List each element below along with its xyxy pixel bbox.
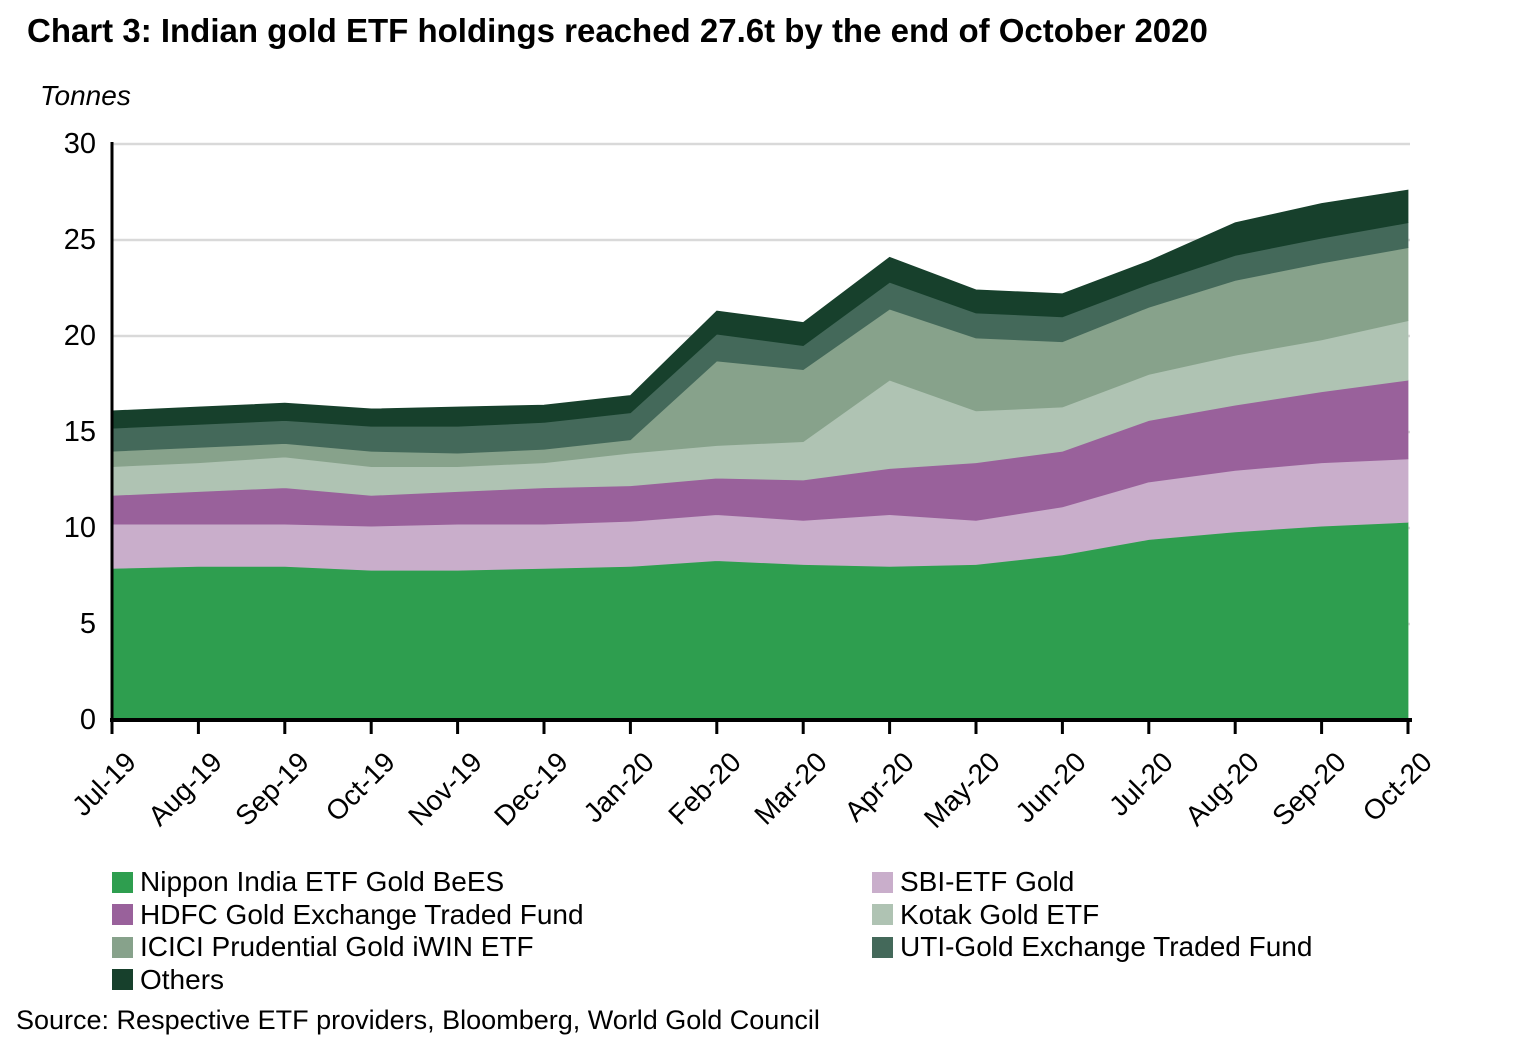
legend-item-uti-gold-exchange-traded-fund: UTI-Gold Exchange Traded Fund [872, 931, 1312, 963]
y-axis-label-5: 5 [79, 608, 96, 640]
y-axis-label-15: 15 [63, 416, 96, 448]
legend-label: Nippon India ETF Gold BeES [140, 866, 505, 898]
legend-label: ICICI Prudential Gold iWIN ETF [140, 931, 534, 963]
legend-swatch-kotak-gold-etf [872, 904, 893, 926]
legend-label: SBI-ETF Gold [900, 866, 1075, 898]
legend-swatch-nippon-india-etf-gold-bees [112, 871, 133, 893]
legend-label: UTI-Gold Exchange Traded Fund [900, 931, 1313, 963]
legend-label: HDFC Gold Exchange Traded Fund [140, 898, 584, 930]
legend-item-hdfc-gold-exchange-traded-fund: HDFC Gold Exchange Traded Fund [112, 899, 872, 931]
legend-item-nippon-india-etf-gold-bees: Nippon India ETF Gold BeES [112, 866, 872, 898]
y-axis-label-25: 25 [63, 224, 96, 256]
legend-item-icici-prudential-gold-iwin-etf: ICICI Prudential Gold iWIN ETF [112, 931, 872, 963]
legend-label: Others [140, 963, 225, 995]
legend-swatch-icici-prudential-gold-iwin-etf [112, 936, 133, 958]
legend-item-sbi-etf-gold: SBI-ETF Gold [872, 866, 1312, 898]
legend-item-others: Others [112, 964, 872, 996]
legend-swatch-sbi-etf-gold [872, 871, 893, 893]
legend-swatch-hdfc-gold-exchange-traded-fund [112, 904, 133, 926]
legend-swatch-others [112, 969, 133, 991]
legend-label: Kotak Gold ETF [900, 898, 1100, 930]
y-axis-label-10: 10 [63, 512, 96, 544]
y-axis-unit-label: Tonnes [40, 80, 131, 111]
chart-title: Chart 3: Indian gold ETF holdings reache… [27, 12, 1208, 49]
chart-legend: Nippon India ETF Gold BeES SBI-ETF Gold HD… [112, 866, 1312, 996]
y-axis-label-30: 30 [63, 128, 96, 160]
legend-swatch-uti-gold-exchange-traded-fund [872, 936, 893, 958]
y-axis-label-20: 20 [63, 320, 96, 352]
area-others [111, 189, 1409, 429]
y-axis-label-0: 0 [79, 704, 96, 736]
source-note: Source: Respective ETF providers, Bloomb… [16, 1005, 820, 1035]
legend-item-kotak-gold-etf: Kotak Gold ETF [872, 899, 1312, 931]
